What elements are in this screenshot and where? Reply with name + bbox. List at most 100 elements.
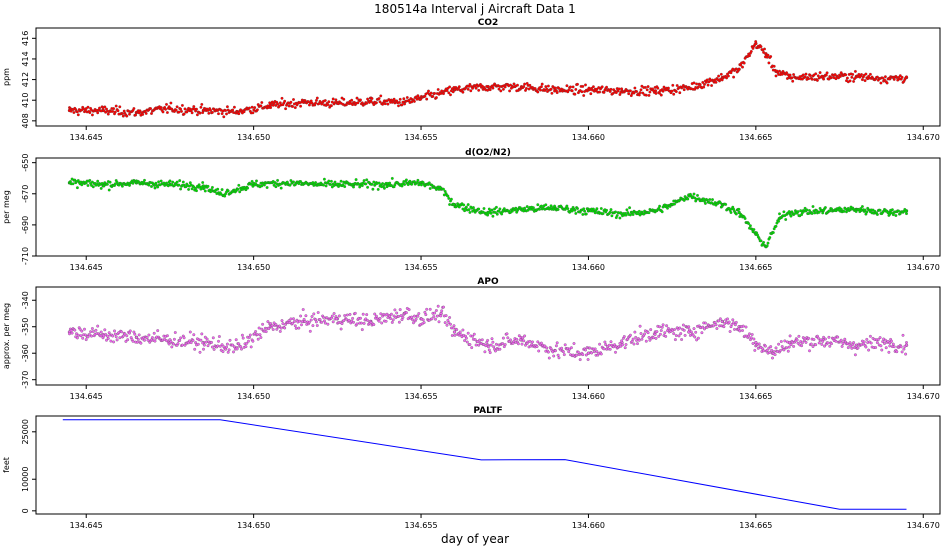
data-point xyxy=(803,206,807,210)
y-tick-label: 0 xyxy=(21,508,30,513)
data-point xyxy=(351,316,355,320)
data-point xyxy=(484,344,488,348)
data-point xyxy=(172,342,176,346)
data-point xyxy=(425,307,429,311)
data-point xyxy=(490,208,494,212)
data-point xyxy=(726,74,730,78)
data-point xyxy=(863,208,867,212)
data-point xyxy=(646,331,650,335)
data-point xyxy=(451,90,455,94)
data-point xyxy=(766,241,770,245)
data-point xyxy=(180,103,184,107)
data-point xyxy=(159,106,163,109)
data-point xyxy=(96,179,100,183)
data-point xyxy=(179,187,183,191)
data-point xyxy=(462,203,466,207)
data-point xyxy=(538,207,542,211)
data-point xyxy=(83,327,86,331)
data-point xyxy=(248,333,252,337)
data-point xyxy=(71,182,75,186)
data-point xyxy=(204,340,208,344)
data-point xyxy=(284,107,288,111)
data-point xyxy=(492,345,496,349)
data-point xyxy=(607,343,611,347)
data-point xyxy=(348,312,352,316)
data-point xyxy=(378,316,382,320)
data-point xyxy=(621,343,624,347)
data-point xyxy=(95,182,99,186)
data-point xyxy=(518,338,522,342)
data-point xyxy=(447,321,451,325)
data-point xyxy=(523,82,527,86)
data-point xyxy=(311,324,315,328)
data-point xyxy=(269,322,273,325)
data-point xyxy=(654,336,658,340)
data-point xyxy=(225,105,229,109)
data-point xyxy=(720,320,724,323)
data-point xyxy=(748,224,752,228)
data-point xyxy=(614,350,617,354)
data-point xyxy=(206,344,210,348)
data-point xyxy=(827,335,831,339)
data-point xyxy=(804,72,808,76)
data-point xyxy=(244,345,248,349)
data-point xyxy=(581,353,585,357)
data-point xyxy=(905,75,908,79)
data-point xyxy=(852,79,856,83)
data-point xyxy=(772,350,776,353)
data-point xyxy=(888,344,892,348)
data-point xyxy=(260,327,264,331)
data-point xyxy=(639,332,643,335)
data-point xyxy=(648,338,652,342)
data-point xyxy=(774,224,778,228)
data-point xyxy=(830,76,833,80)
data-point xyxy=(245,341,249,345)
data-point xyxy=(883,78,886,82)
data-point xyxy=(687,325,691,329)
data-point xyxy=(378,100,382,104)
data-point xyxy=(304,314,308,318)
data-point xyxy=(754,40,758,43)
data-point xyxy=(887,350,891,354)
x-tick-label: 134.665 xyxy=(739,521,772,530)
data-point xyxy=(477,88,481,92)
series-line xyxy=(62,419,907,510)
data-point xyxy=(796,210,800,214)
data-point xyxy=(539,341,543,345)
data-point xyxy=(609,87,613,91)
data-point xyxy=(494,205,498,209)
plot-frame xyxy=(35,27,941,127)
data-point xyxy=(301,308,305,311)
data-point xyxy=(807,336,811,340)
data-point xyxy=(467,208,471,212)
data-point xyxy=(671,83,675,87)
data-point xyxy=(382,186,386,190)
data-point xyxy=(116,109,120,113)
data-point xyxy=(307,320,311,324)
data-point xyxy=(353,311,357,315)
data-point xyxy=(318,318,322,321)
data-point xyxy=(424,313,428,317)
data-point xyxy=(350,98,354,102)
x-tick-label: 134.645 xyxy=(70,521,103,530)
data-point xyxy=(276,102,280,106)
data-point xyxy=(352,320,355,324)
data-point xyxy=(600,85,604,89)
data-point xyxy=(107,188,111,192)
data-point xyxy=(508,89,512,93)
data-point xyxy=(785,340,789,344)
data-point xyxy=(620,87,624,91)
data-point xyxy=(397,314,400,318)
data-point xyxy=(125,334,129,338)
data-point xyxy=(800,77,804,81)
data-point xyxy=(461,90,465,94)
x-tick-label: 134.665 xyxy=(739,263,772,272)
data-point xyxy=(445,323,449,327)
data-point xyxy=(788,73,792,77)
data-point xyxy=(193,347,197,351)
x-tick-label: 134.650 xyxy=(237,263,270,272)
data-point xyxy=(235,347,239,351)
data-point xyxy=(503,343,507,346)
x-tick-label: 134.660 xyxy=(572,263,605,272)
data-point xyxy=(371,187,375,191)
